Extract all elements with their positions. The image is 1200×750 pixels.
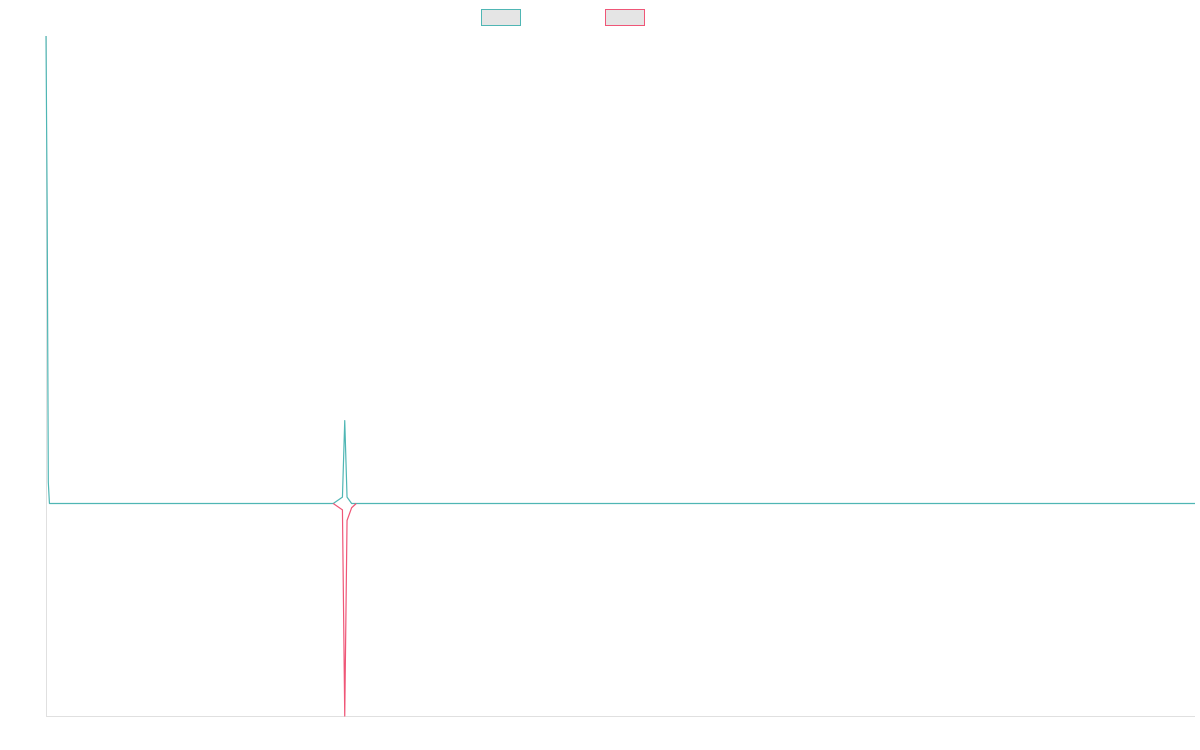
legend-swatch-1[interactable] (481, 9, 521, 26)
series-layer (45, 35, 1195, 717)
series-line-1 (45, 35, 1195, 505)
series-line-2 (332, 503, 357, 717)
legend-swatch-2[interactable] (605, 9, 645, 26)
legend (481, 9, 645, 26)
axes (46, 36, 1195, 717)
